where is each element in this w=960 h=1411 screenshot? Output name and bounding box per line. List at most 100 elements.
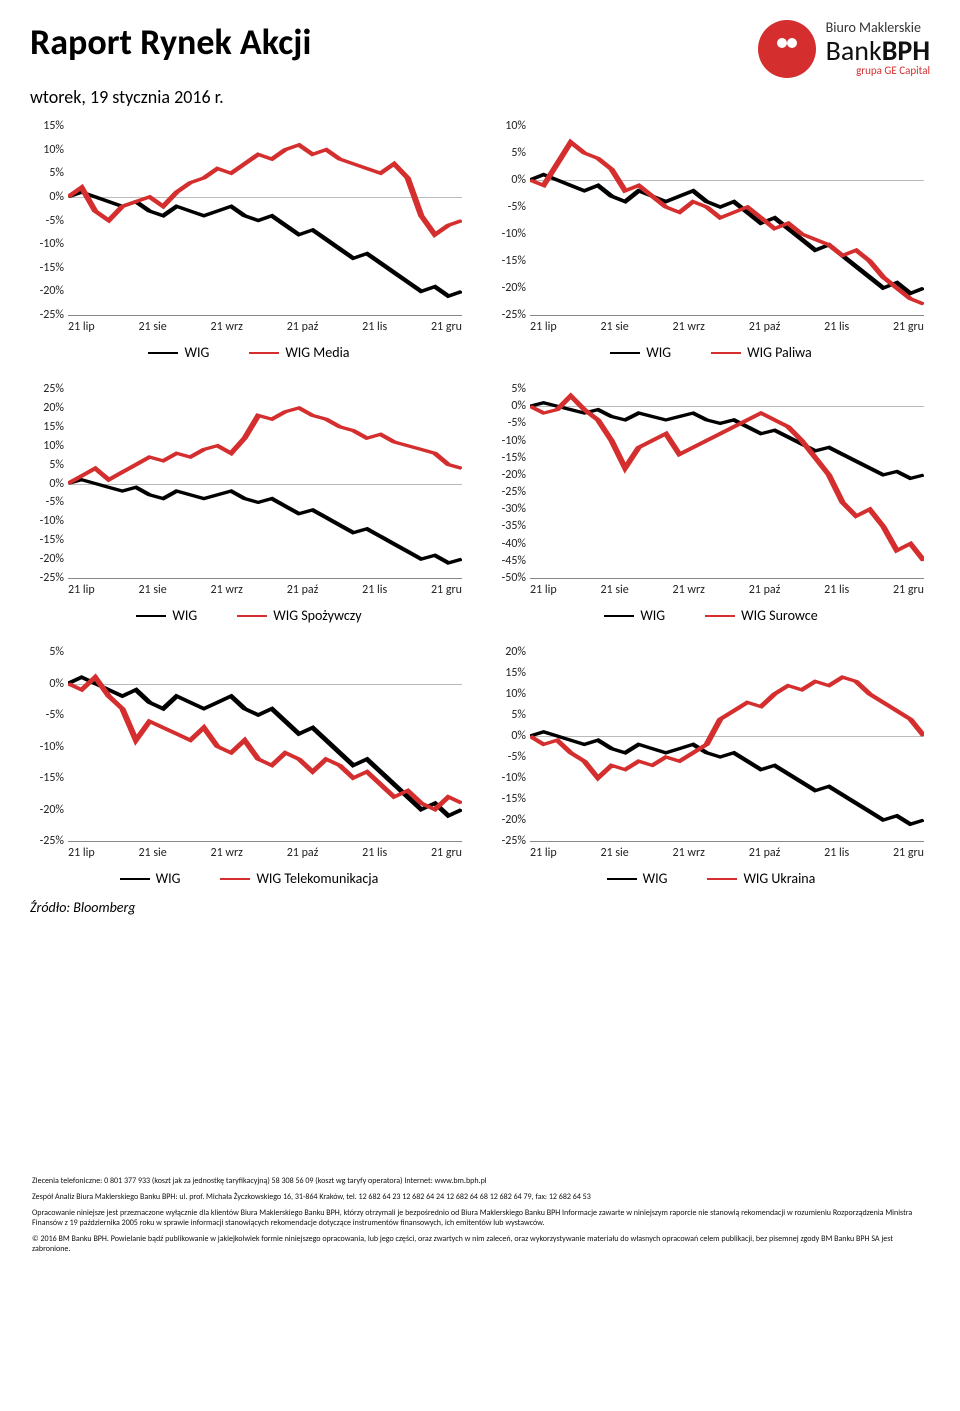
legend-item: WIG	[120, 870, 181, 887]
charts-grid: 15%10%5%0%-5%-10%-15%-20%-25%21 lip21 si…	[30, 126, 930, 887]
ytick-label: -20%	[492, 813, 526, 827]
legend: WIGWIG Telekomunikacja	[30, 870, 468, 887]
ytick-label: 15%	[30, 420, 64, 434]
xtick-label: 21 wrz	[673, 846, 705, 860]
xtick-label: 21 sie	[600, 583, 628, 597]
x-axis: 21 lip21 sie21 wrz21 paź21 lis21 gru	[68, 583, 462, 597]
legend-swatch	[707, 878, 737, 880]
xtick-label: 21 lip	[530, 846, 557, 860]
ytick-label: 0%	[30, 677, 64, 691]
ytick-label: 10%	[492, 687, 526, 701]
ytick-label: -5%	[492, 200, 526, 214]
legend-item: WIG Ukraina	[707, 870, 815, 887]
ytick-label: -15%	[492, 451, 526, 465]
ytick-label: -20%	[492, 468, 526, 482]
xtick-label: 21 sie	[600, 320, 628, 334]
legend-swatch	[711, 352, 741, 354]
chart-paliwa: 10%5%0%-5%-10%-15%-20%-25%21 lip21 sie21…	[492, 126, 930, 361]
legend-label: WIG	[172, 607, 197, 624]
legend-item: WIG Paliwa	[711, 344, 812, 361]
footer-p2: Zespół Analiz Biura Maklerskiego Banku B…	[32, 1192, 928, 1202]
ytick-label: -25%	[492, 485, 526, 499]
legend-label: WIG Ukraina	[743, 870, 815, 887]
footer: Zlecenia telefoniczne: 0 801 377 933 (ko…	[30, 1176, 930, 1254]
x-axis: 21 lip21 sie21 wrz21 paź21 lis21 gru	[530, 320, 924, 334]
ytick-label: 15%	[492, 666, 526, 680]
chart-surowce: 5%0%-5%-10%-15%-20%-25%-30%-35%-40%-45%-…	[492, 389, 930, 624]
ytick-label: -25%	[30, 308, 64, 322]
legend-label: WIG	[640, 607, 665, 624]
page-title: Raport Rynek Akcji	[30, 20, 311, 64]
xtick-label: 21 gru	[893, 583, 924, 597]
xtick-label: 21 lis	[824, 320, 849, 334]
legend: WIGWIG Media	[30, 344, 468, 361]
legend-label: WIG	[646, 344, 671, 361]
footer-p4: © 2016 BM Banku BPH. Powielanie bądź pub…	[32, 1234, 928, 1254]
legend-label: WIG	[184, 344, 209, 361]
legend: WIG WIG Spożywczy	[30, 607, 468, 624]
ytick-label: 0%	[492, 729, 526, 743]
logo: Biuro Maklerskie BankBPH grupa GE Capita…	[758, 20, 930, 78]
ytick-label: -40%	[492, 537, 526, 551]
xtick-label: 21 lis	[824, 583, 849, 597]
ytick-label: -15%	[30, 261, 64, 275]
ytick-label: -15%	[30, 771, 64, 785]
chart-spozywczy: 25%20%15%10%5%0%-5%-10%-15%-20%-25%21 li…	[30, 389, 468, 624]
plot-area: 5%0%-5%-10%-15%-20%-25%-30%-35%-40%-45%-…	[530, 389, 924, 579]
xtick-label: 21 paź	[749, 583, 781, 597]
legend-item: WIG	[607, 870, 668, 887]
report-date: wtorek, 19 stycznia 2016 r.	[30, 86, 930, 108]
xtick-label: 21 gru	[431, 320, 462, 334]
ytick-label: -25%	[492, 834, 526, 848]
ytick-label: -45%	[492, 554, 526, 568]
ytick-label: -25%	[30, 834, 64, 848]
xtick-label: 21 wrz	[673, 583, 705, 597]
ytick-label: 0%	[30, 477, 64, 491]
xtick-label: 21 paź	[749, 846, 781, 860]
ytick-label: 20%	[30, 401, 64, 415]
ytick-label: -10%	[492, 227, 526, 241]
xtick-label: 21 paź	[287, 583, 319, 597]
ytick-label: -10%	[30, 514, 64, 528]
footer-p1: Zlecenia telefoniczne: 0 801 377 933 (ko…	[32, 1176, 928, 1186]
xtick-label: 21 sie	[600, 846, 628, 860]
xtick-label: 21 sie	[138, 583, 166, 597]
ytick-label: 25%	[30, 382, 64, 396]
title-block: Raport Rynek Akcji	[30, 20, 311, 64]
ytick-label: -15%	[30, 533, 64, 547]
legend-swatch	[610, 352, 640, 354]
logo-line2: BankBPH	[826, 36, 930, 65]
legend-label: WIG	[156, 870, 181, 887]
ytick-label: -20%	[30, 552, 64, 566]
source-label: Źródło: Bloomberg	[30, 899, 930, 916]
xtick-label: 21 lip	[68, 583, 95, 597]
xtick-label: 21 gru	[431, 846, 462, 860]
ytick-label: -25%	[30, 571, 64, 585]
xtick-label: 21 paź	[749, 320, 781, 334]
page: Raport Rynek Akcji Biuro Maklerskie Bank…	[0, 0, 960, 1280]
legend-label: WIG Spożywczy	[273, 607, 361, 624]
legend-label: WIG Paliwa	[747, 344, 812, 361]
ytick-label: 15%	[30, 119, 64, 133]
ytick-label: 10%	[30, 143, 64, 157]
ytick-label: -10%	[30, 237, 64, 251]
ytick-label: -10%	[30, 740, 64, 754]
xtick-label: 21 wrz	[211, 583, 243, 597]
ytick-label: -5%	[30, 708, 64, 722]
ytick-label: 0%	[492, 399, 526, 413]
plot-area: 5%0%-5%-10%-15%-20%-25%	[68, 652, 462, 842]
legend-swatch	[705, 615, 735, 617]
ytick-label: 5%	[30, 166, 64, 180]
xtick-label: 21 gru	[893, 846, 924, 860]
legend-swatch	[148, 352, 178, 354]
legend: WIGWIG Surowce	[492, 607, 930, 624]
ytick-label: 5%	[30, 458, 64, 472]
x-axis: 21 lip21 sie21 wrz21 paź21 lis21 gru	[68, 320, 462, 334]
header: Raport Rynek Akcji Biuro Maklerskie Bank…	[30, 20, 930, 78]
xtick-label: 21 lis	[362, 320, 387, 334]
legend-swatch	[220, 878, 250, 880]
plot-area: 10%5%0%-5%-10%-15%-20%-25%	[530, 126, 924, 316]
ytick-label: 10%	[492, 119, 526, 133]
xtick-label: 21 lip	[68, 846, 95, 860]
plot-area: 20%15%10%5%0%-5%-10%-15%-20%-25%	[530, 652, 924, 842]
